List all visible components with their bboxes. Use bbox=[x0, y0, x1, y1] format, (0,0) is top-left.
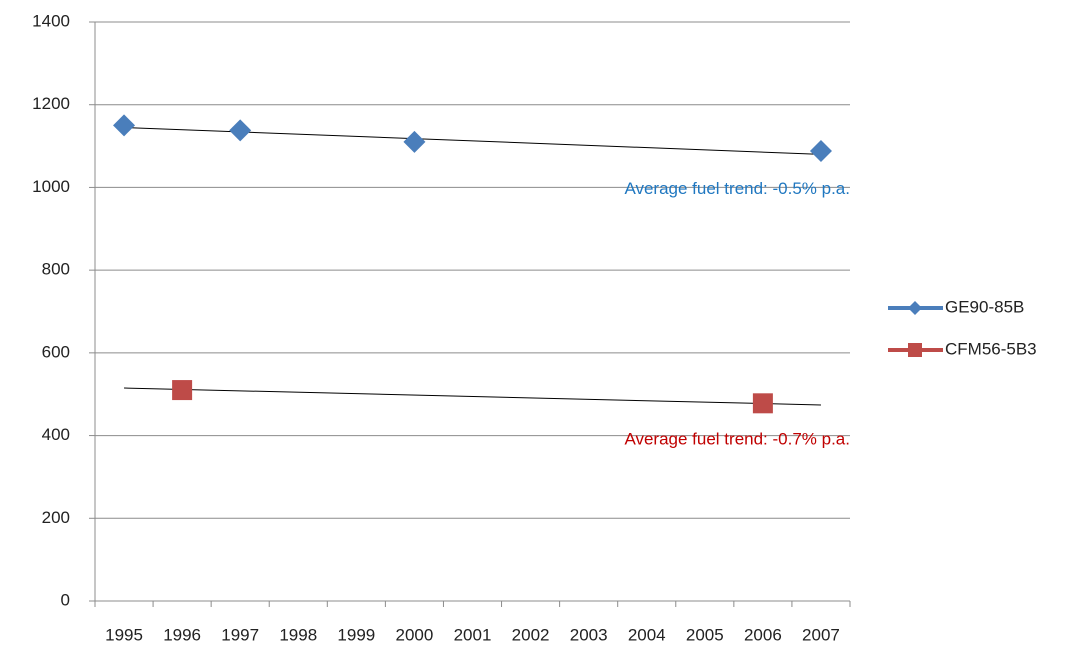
x-tick-label: 1998 bbox=[279, 625, 317, 644]
x-tick-label: 2001 bbox=[454, 625, 492, 644]
x-tick-label: 2006 bbox=[744, 625, 782, 644]
data-point bbox=[809, 140, 832, 163]
x-tick-label: 1996 bbox=[163, 625, 201, 644]
data-point bbox=[403, 130, 426, 153]
x-tick-label: 2004 bbox=[628, 625, 666, 644]
x-tick-label: 2003 bbox=[570, 625, 608, 644]
y-tick-label: 200 bbox=[42, 508, 70, 527]
legend-label: GE90-85B bbox=[945, 297, 1024, 316]
x-tick-label: 1997 bbox=[221, 625, 259, 644]
y-tick-label: 1200 bbox=[32, 94, 70, 113]
legend-marker bbox=[908, 343, 922, 357]
y-tick-label: 600 bbox=[42, 342, 70, 361]
annotation: Average fuel trend: -0.7% p.a. bbox=[624, 429, 850, 448]
y-tick-label: 800 bbox=[42, 260, 70, 279]
data-point bbox=[172, 380, 193, 401]
x-tick-label: 1999 bbox=[337, 625, 375, 644]
y-tick-label: 0 bbox=[61, 590, 70, 609]
x-tick-label: 2000 bbox=[396, 625, 434, 644]
trendline bbox=[124, 126, 821, 155]
y-tick-label: 1000 bbox=[32, 177, 70, 196]
data-point bbox=[752, 393, 773, 414]
annotation: Average fuel trend: -0.5% p.a. bbox=[624, 179, 850, 198]
data-point bbox=[229, 119, 252, 142]
trendline bbox=[124, 387, 821, 406]
data-point bbox=[113, 114, 136, 137]
legend-label: CFM56-5B3 bbox=[945, 339, 1037, 358]
x-tick-label: 2007 bbox=[802, 625, 840, 644]
x-tick-label: 2005 bbox=[686, 625, 724, 644]
y-tick-label: 400 bbox=[42, 425, 70, 444]
x-tick-label: 1995 bbox=[105, 625, 143, 644]
legend-marker bbox=[908, 301, 922, 315]
x-tick-label: 2002 bbox=[512, 625, 550, 644]
y-tick-label: 1400 bbox=[32, 11, 70, 30]
